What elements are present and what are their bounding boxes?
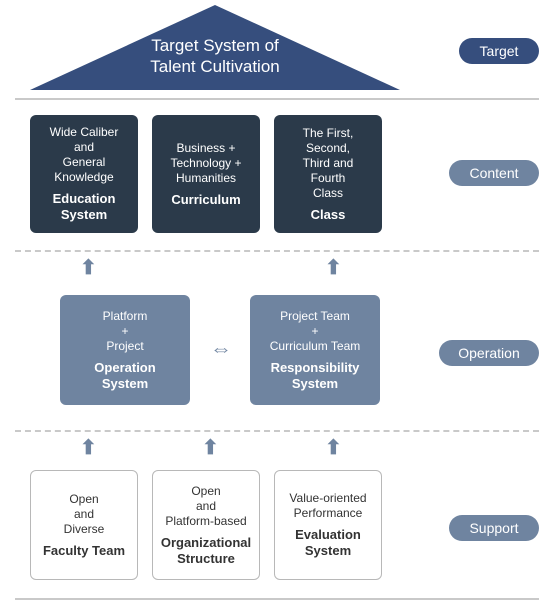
operation-box-operation-system: Platform+Project OperationSystem	[60, 295, 190, 405]
content-box-education: Wide CaliberandGeneralKnowledge Educatio…	[30, 115, 138, 233]
divider-2	[15, 250, 539, 252]
pill-target: Target	[459, 38, 539, 64]
content-box-curriculum: Business +Technology +Humanities Curricu…	[152, 115, 260, 233]
divider-3	[15, 430, 539, 432]
box-top: OpenandPlatform-based	[165, 484, 246, 529]
box-bottom: EvaluationSystem	[295, 527, 361, 558]
box-bottom: Curriculum	[171, 192, 240, 208]
support-box-evaluation: Value-orientedPerformance EvaluationSyst…	[274, 470, 382, 580]
support-box-organizational: OpenandPlatform-based OrganizationalStru…	[152, 470, 260, 580]
triangle-line1: Target System of	[151, 36, 279, 55]
operation-box-responsibility-system: Project Team+Curriculum Team Responsibil…	[250, 295, 380, 405]
box-top: Project Team+Curriculum Team	[270, 309, 360, 354]
pill-content: Content	[449, 160, 539, 186]
arrow-up-icon: ⬆	[325, 438, 342, 458]
arrow-up-icon: ⬆	[80, 258, 97, 278]
content-row: Wide CaliberandGeneralKnowledge Educatio…	[30, 115, 382, 233]
arrow-lr-icon: ⇔	[210, 338, 232, 360]
box-bottom: OrganizationalStructure	[161, 535, 251, 566]
arrow-up-icon: ⬆	[325, 258, 342, 278]
box-top: The First,Second,Third andFourthClass	[303, 126, 354, 201]
header-triangle: Target System of Talent Cultivation	[30, 5, 400, 90]
pill-support: Support	[449, 515, 539, 541]
box-bottom: ResponsibilitySystem	[271, 360, 360, 391]
arrow-up-icon: ⬆	[202, 438, 219, 458]
pill-operation: Operation	[439, 340, 539, 366]
divider-4	[15, 598, 539, 600]
triangle-line2: Talent Cultivation	[150, 57, 279, 76]
box-top: Wide CaliberandGeneralKnowledge	[50, 125, 119, 185]
support-box-faculty: OpenandDiverse Faculty Team	[30, 470, 138, 580]
box-top: OpenandDiverse	[64, 492, 105, 537]
content-box-class: The First,Second,Third andFourthClass Cl…	[274, 115, 382, 233]
arrow-up-icon: ⬆	[80, 438, 97, 458]
box-bottom: EducationSystem	[53, 191, 116, 222]
box-bottom: Faculty Team	[43, 543, 125, 559]
support-row: OpenandDiverse Faculty Team OpenandPlatf…	[30, 470, 382, 580]
box-top: Value-orientedPerformance	[289, 491, 366, 521]
box-bottom: Class	[311, 207, 346, 223]
divider-1	[15, 98, 539, 100]
box-bottom: OperationSystem	[94, 360, 155, 391]
box-top: Platform+Project	[103, 309, 148, 354]
box-top: Business +Technology +Humanities	[170, 141, 241, 186]
triangle-text: Target System of Talent Cultivation	[30, 35, 400, 78]
